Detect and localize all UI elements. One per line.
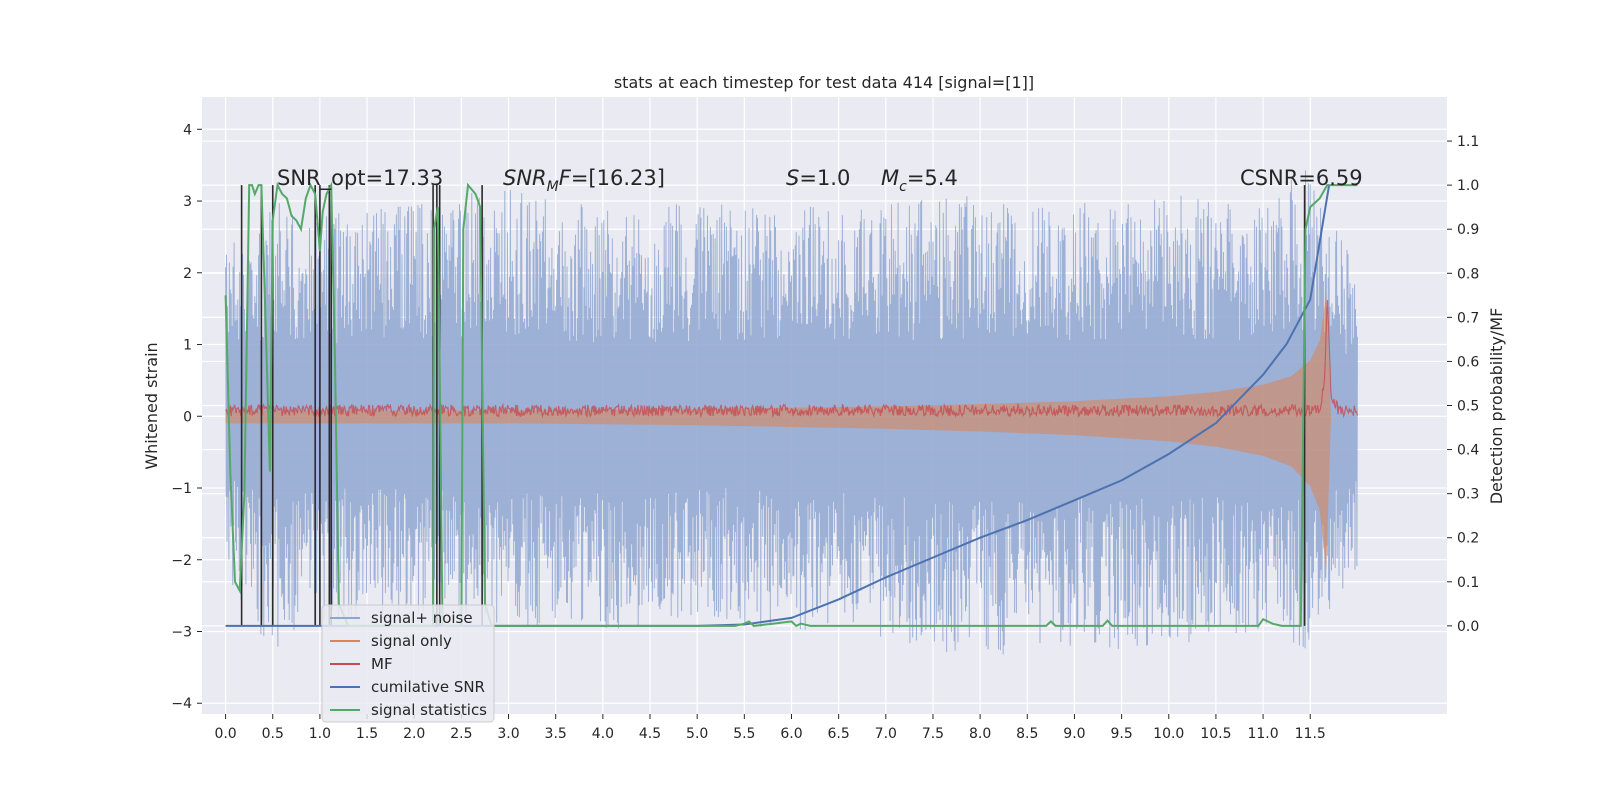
x-tick-label: 0.0 xyxy=(214,726,236,742)
x-tick-label: 6.0 xyxy=(780,726,802,742)
y-right-tick-label: 0.7 xyxy=(1457,310,1479,326)
x-tick-label: 2.5 xyxy=(450,726,472,742)
y-axis-left: 4 3 2 1 0 −1 −2 −3 −4 xyxy=(171,122,202,712)
y-right-tick-label: 0.8 xyxy=(1457,266,1479,282)
x-tick-label: 8.5 xyxy=(1016,726,1038,742)
y-tick-label: −2 xyxy=(171,553,192,569)
x-tick-label: 6.5 xyxy=(828,726,850,742)
y-right-tick-label: 1.1 xyxy=(1457,134,1479,150)
y-tick-label: −4 xyxy=(171,696,192,712)
y-right-tick-label: 1.0 xyxy=(1457,178,1479,194)
y-tick-label: 0 xyxy=(183,409,192,425)
annotation-mc-value: =5.4 xyxy=(907,166,958,190)
x-tick-label: 11.0 xyxy=(1247,726,1278,742)
series-signal-only xyxy=(225,292,1332,571)
legend-box xyxy=(321,604,495,723)
y-tick-label: 1 xyxy=(183,338,192,354)
annotation-snr-mf-value: =[16.23] xyxy=(571,166,665,190)
y-right-tick-label: 0.4 xyxy=(1457,443,1479,459)
x-tick-label: 8.0 xyxy=(969,726,991,742)
y-axis-right: 1.1 1.0 0.9 0.8 0.7 0.6 0.5 0.4 0.3 0.2 0.1 0.0 xyxy=(1447,134,1479,635)
y-axis-right-label: Detection probability/MF xyxy=(1487,308,1506,505)
legend: signal+ noise signal only MF cumilative … xyxy=(321,604,495,723)
y-tick-label: 2 xyxy=(183,266,192,282)
y-tick-label: 4 xyxy=(183,122,192,138)
y-right-tick-label: 0.0 xyxy=(1457,619,1479,635)
y-tick-label: −1 xyxy=(171,481,192,497)
annotation-s-value: =1.0 xyxy=(799,166,850,190)
x-axis: 0.0 0.5 1.0 1.5 2.0 2.5 3.0 3.5 4.0 4.5 5.0 5.5 6.0 6… xyxy=(214,714,1326,742)
series-cumulative-snr xyxy=(225,184,1331,627)
annotation-snr-opt: SNR_opt=17.33 xyxy=(277,166,443,191)
x-tick-label: 9.5 xyxy=(1110,726,1132,742)
x-tick-label: 0.5 xyxy=(262,726,284,742)
legend-label-mf: MF xyxy=(371,655,393,673)
x-tick-label: 9.0 xyxy=(1063,726,1085,742)
y-right-tick-label: 0.3 xyxy=(1457,487,1479,503)
series-signal-noise xyxy=(225,170,1358,655)
y-tick-label: 3 xyxy=(183,194,192,210)
y-right-tick-label: 0.2 xyxy=(1457,531,1479,547)
annotation-mc: Mc=5.4 xyxy=(881,166,958,195)
y-right-tick-label: 0.5 xyxy=(1457,399,1479,415)
legend-label-signal-statistics: signal statistics xyxy=(371,701,487,719)
x-tick-label: 7.0 xyxy=(875,726,897,742)
legend-label-cumulative-snr: cumilative SNR xyxy=(371,678,485,696)
x-tick-label: 10.5 xyxy=(1200,726,1231,742)
annotation-csnr: CSNR=6.59 xyxy=(1240,166,1363,190)
x-tick-label: 3.5 xyxy=(545,726,567,742)
y-axis-label: Whitened strain xyxy=(142,342,161,469)
annotation-snr-mf: SNRMF=[16.23] xyxy=(503,166,665,195)
annotations: SNR_opt=17.33 SNRMF=[16.23] S=1.0 Mc=5.4… xyxy=(277,166,1363,195)
x-tick-label: 2.0 xyxy=(403,726,425,742)
x-tick-label: 7.5 xyxy=(922,726,944,742)
legend-label-signal-noise: signal+ noise xyxy=(371,609,473,627)
x-tick-label: 11.5 xyxy=(1295,726,1326,742)
annotation-s: S=1.0 xyxy=(786,166,850,190)
x-tick-label: 3.0 xyxy=(497,726,519,742)
x-tick-label: 10.0 xyxy=(1153,726,1184,742)
x-tick-label: 4.0 xyxy=(592,726,614,742)
series-mf xyxy=(225,300,1358,419)
legend-label-signal-only: signal only xyxy=(371,632,452,650)
x-tick-label: 1.5 xyxy=(356,726,378,742)
y-right-tick-label: 0.1 xyxy=(1457,575,1479,591)
x-tick-label: 5.5 xyxy=(733,726,755,742)
x-tick-label: 1.0 xyxy=(309,726,331,742)
chart-title: stats at each timestep for test data 414… xyxy=(614,73,1034,92)
x-tick-label: 4.5 xyxy=(639,726,661,742)
y-right-tick-label: 0.9 xyxy=(1457,222,1479,238)
y-right-tick-label: 0.6 xyxy=(1457,354,1479,370)
y-tick-label: −3 xyxy=(171,624,192,640)
x-tick-label: 5.0 xyxy=(686,726,708,742)
